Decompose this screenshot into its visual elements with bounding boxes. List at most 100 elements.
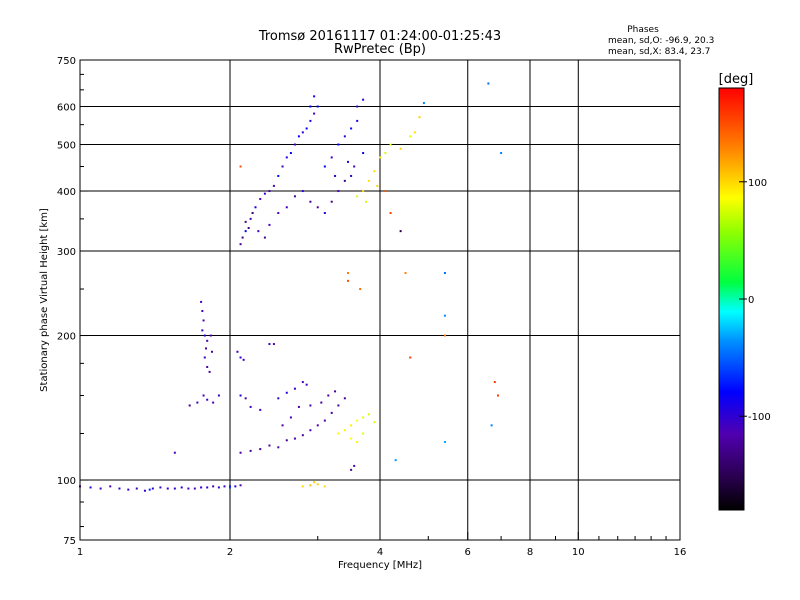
data-point [418,116,421,119]
data-point [337,404,340,407]
data-point [239,484,242,487]
data-point [206,486,209,489]
data-point [263,192,266,195]
y-tick-label: 500 [57,141,76,152]
grid-lines [80,60,680,540]
data-point [309,200,312,203]
data-point [500,152,503,155]
data-point [323,165,326,168]
colorbar-tick-label: 0 [748,295,754,306]
data-point [202,394,205,397]
data-point [259,198,262,201]
y-tick-label: 300 [57,247,76,258]
data-point [356,419,359,422]
data-point [409,135,412,138]
y-axis-label: Stationary phase Virtual Height [km] [39,208,50,392]
data-point [346,160,349,163]
data-point [212,485,215,488]
phase-stats-x: mean, sd,X: 83.4, 23.7 [608,47,710,57]
data-point [201,329,204,332]
data-point [223,485,226,488]
axes: 1 2 4 6 8 10 16 75 100 200 300 400 500 600 750 [57,56,686,558]
data-point [367,413,370,416]
x-tick-label: 1 [77,547,83,558]
data-point [159,486,162,489]
data-point [293,195,296,198]
data-point [316,483,319,486]
data-point [268,223,271,226]
data-point [323,212,326,215]
data-point [254,206,257,209]
data-point [409,356,412,359]
data-point [389,212,392,215]
data-point [356,105,359,108]
data-point [373,421,376,424]
data-point [496,394,499,397]
data-point [413,131,416,134]
data-point [281,424,284,427]
data-point [203,334,206,337]
data-point [285,206,288,209]
data-point [346,271,349,274]
data-point [151,487,154,490]
data-point [404,271,407,274]
data-point [200,486,203,489]
data-point [239,451,242,454]
data-point [242,358,245,361]
data-point [309,404,312,407]
data-point [257,230,260,233]
data-point [249,405,252,408]
data-point [127,488,130,491]
data-point [244,230,247,233]
data-point [285,439,288,442]
data-point [399,230,402,233]
data-point [334,174,337,177]
data-point [316,206,319,209]
x-tick-label: 6 [465,547,471,558]
data-point [330,411,333,414]
data-point [301,485,304,488]
data-point [244,397,247,400]
data-point [309,429,312,432]
data-point [239,356,242,359]
phase-stats-o: mean, sd,O: -96.9, 20.3 [608,36,714,46]
data-point [493,381,496,384]
data-point [272,343,275,346]
data-point [166,487,169,490]
data-point [229,485,231,488]
data-point [350,468,353,471]
data-point [350,437,353,440]
phase-stats-heading: Phases [627,25,659,35]
data-point [143,489,146,492]
y-tick-label: 600 [57,103,76,114]
data-point [209,334,212,337]
data-point [277,174,280,177]
y-tick-label: 750 [57,56,76,67]
data-point [379,156,381,159]
data-point [313,112,316,115]
data-point [301,381,304,384]
data-point [334,390,337,393]
data-point [259,408,262,411]
data-point [373,170,376,173]
y-tick-label: 100 [57,476,76,487]
data-point [301,190,304,193]
data-point [350,174,353,177]
data-point [187,487,190,490]
data-point [99,487,102,490]
data-point [210,350,213,353]
data-point [384,190,387,193]
x-tick-label: 10 [572,547,585,558]
data-point [350,424,353,427]
data-point [346,279,349,282]
data-point [289,416,292,419]
data-point [89,486,92,489]
data-point [206,339,209,342]
data-point [135,487,138,490]
data-point [343,429,346,432]
data-point [249,217,252,220]
data-point [309,484,312,487]
data-point [362,416,365,419]
data-point [490,424,493,427]
data-point [188,404,191,407]
